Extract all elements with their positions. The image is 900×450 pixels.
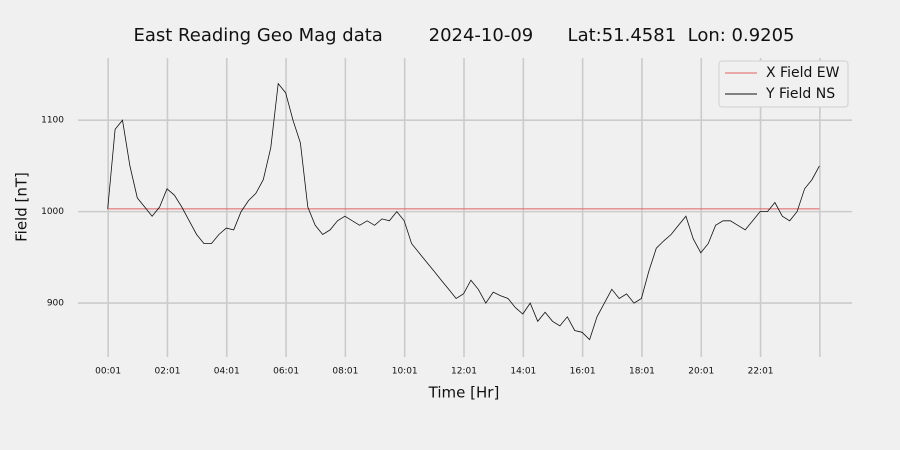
x-tick-label: 10:01 bbox=[392, 367, 418, 377]
chart-title: East Reading Geo Mag data 2024-10-09 Lat… bbox=[133, 25, 794, 46]
x-tick-label: 22:01 bbox=[748, 367, 774, 377]
legend: X Field EW Y Field NS bbox=[718, 60, 849, 108]
x-tick-label: 18:01 bbox=[629, 367, 655, 377]
y-tick-label: 1100 bbox=[41, 116, 64, 126]
x-tick-label: 20:01 bbox=[688, 367, 714, 377]
x-axis-label: Time [Hr] bbox=[428, 384, 500, 402]
y-tick-label: 900 bbox=[47, 299, 64, 309]
x-tick-label: 16:01 bbox=[570, 367, 596, 377]
y-axis-label: Field [nT] bbox=[13, 172, 31, 242]
x-tick-label: 02:01 bbox=[154, 367, 180, 377]
x-tick-label: 14:01 bbox=[510, 367, 536, 377]
x-tick-label: 04:01 bbox=[214, 367, 240, 377]
legend-label: X Field EW bbox=[766, 65, 840, 81]
x-tick-label: 00:01 bbox=[95, 367, 121, 377]
x-tick-label: 12:01 bbox=[451, 367, 477, 377]
x-tick-label: 06:01 bbox=[273, 367, 299, 377]
legend-label: Y Field NS bbox=[765, 86, 835, 102]
x-tick-label: 08:01 bbox=[332, 367, 358, 377]
y-tick-label: 1000 bbox=[41, 207, 64, 217]
line bbox=[107, 82, 820, 341]
